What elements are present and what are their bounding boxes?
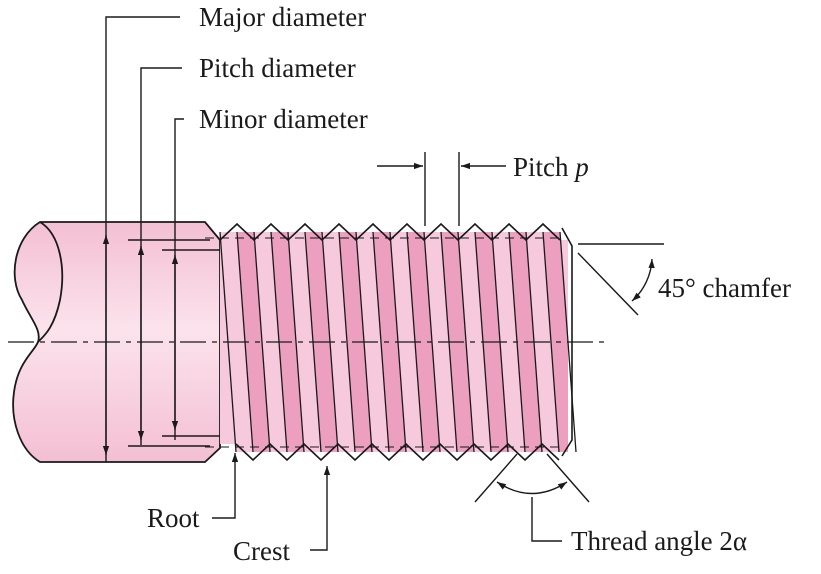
pitch-label: Pitch p — [513, 152, 589, 182]
minor-diameter-label: Minor diameter — [199, 104, 368, 134]
thread-face — [288, 232, 321, 452]
major-diameter-label: Major diameter — [199, 2, 366, 32]
pitch-dimension — [377, 152, 506, 226]
thread-flank-line — [542, 231, 560, 453]
thread-face — [373, 232, 406, 452]
chamfer-label: 45° chamfer — [658, 273, 791, 303]
thread-flank-line — [287, 231, 305, 453]
pitch-diameter-label: Pitch diameter — [199, 53, 356, 83]
thread-flank-line — [338, 231, 356, 453]
pitch-diameter-dimension — [128, 67, 210, 447]
thread-face — [407, 232, 440, 452]
root-leader — [212, 453, 239, 519]
thread-face — [237, 232, 270, 452]
thread-angle-label: Thread angle 2α — [571, 526, 747, 556]
chamfer-dimension — [577, 243, 664, 316]
thread-face — [492, 232, 525, 452]
minor-diameter-dimension — [162, 118, 220, 440]
thread-flank-line — [457, 231, 475, 453]
thread-end-face — [561, 227, 573, 457]
thread-flank-line — [372, 231, 390, 453]
thread-face — [322, 232, 355, 452]
shaft-end-wave — [37, 221, 64, 343]
thread-flank-line — [253, 231, 271, 453]
major-diameter-dimension — [102, 16, 180, 462]
root-label: Root — [147, 503, 200, 533]
thread-angle-dimension — [474, 453, 590, 542]
crest-leader — [310, 466, 331, 551]
crest-label: Crest — [233, 536, 290, 566]
